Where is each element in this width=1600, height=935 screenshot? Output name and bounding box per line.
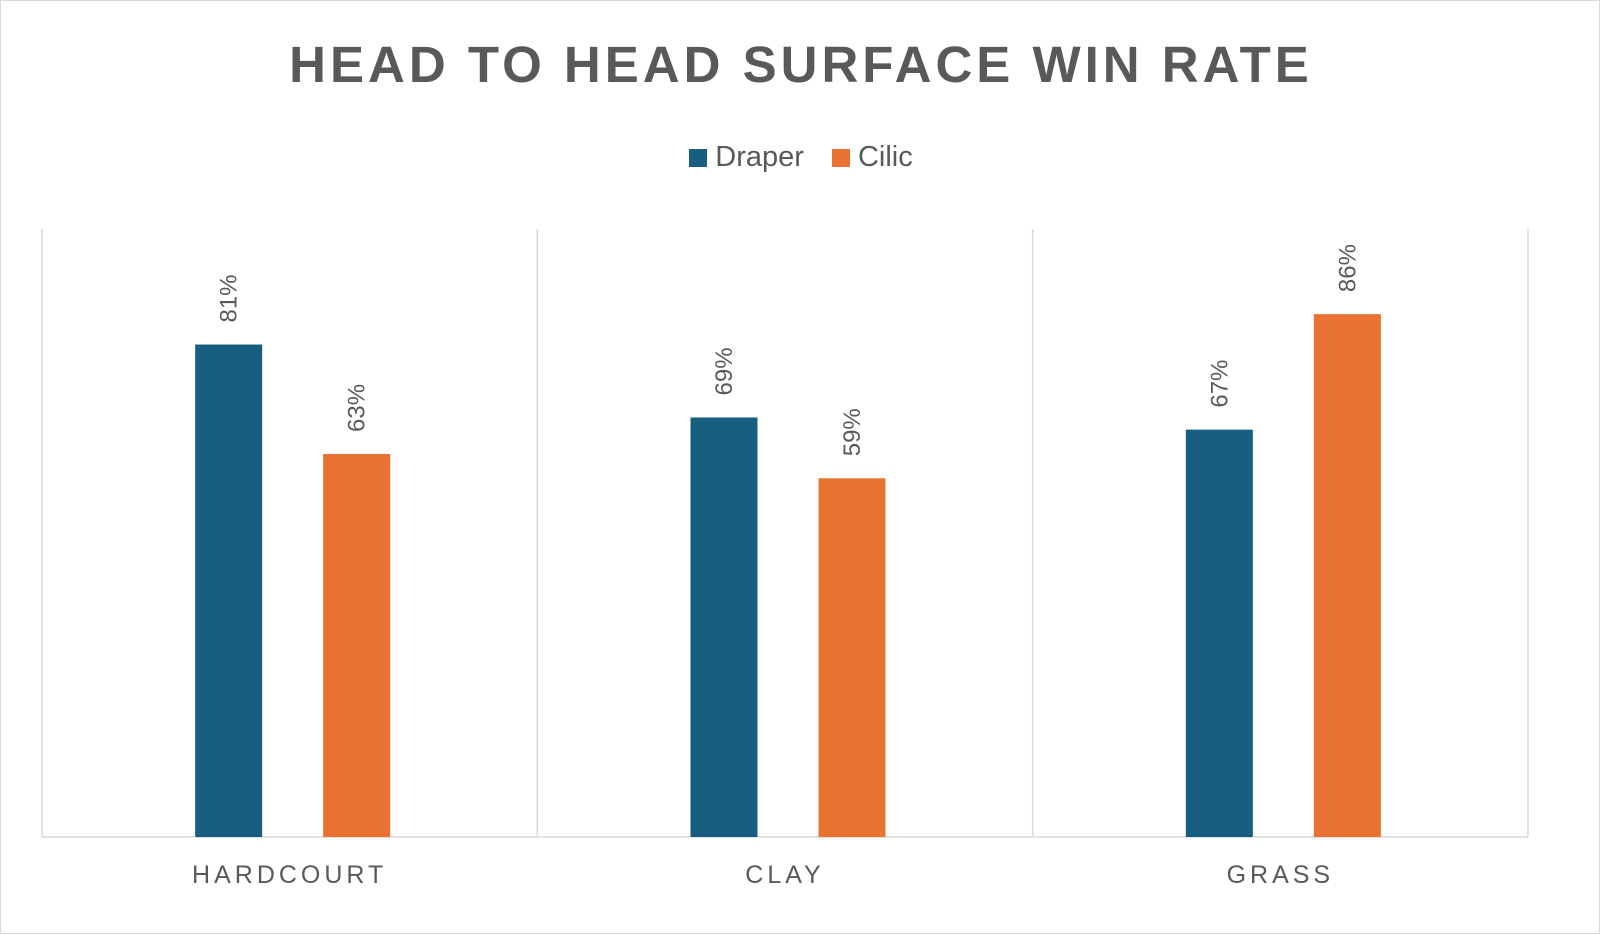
bar-draper-hardcourt [195, 344, 263, 837]
x-tick-label: CLAY [745, 861, 824, 889]
legend-swatch-draper [689, 148, 708, 167]
legend-swatch-cilic [831, 148, 850, 167]
data-label-draper-hardcourt: 81% [216, 274, 243, 322]
bar-cilic-hardcourt [323, 453, 391, 837]
legend-item-draper: Draper [689, 141, 804, 174]
legend-item-cilic: Cilic [831, 141, 913, 174]
data-label-cilic-clay: 59% [839, 408, 866, 456]
x-tick-label: GRASS [1227, 861, 1335, 889]
bar-draper-grass [1185, 429, 1253, 837]
bar-cilic-clay [818, 478, 886, 837]
bar-draper-clay [690, 417, 758, 837]
legend-label-draper: Draper [715, 141, 804, 173]
data-label-cilic-grass: 86% [1334, 244, 1361, 292]
x-tick-label: HARDCOURT [192, 861, 387, 889]
data-label-cilic-hardcourt: 63% [344, 384, 371, 432]
bar-cilic-grass [1313, 314, 1381, 837]
legend-label-cilic: Cilic [857, 141, 913, 173]
chart-title: HEAD TO HEAD SURFACE WIN RATE [289, 36, 1313, 93]
data-label-draper-grass: 67% [1206, 360, 1233, 408]
legend: Draper Cilic [1, 141, 1600, 174]
data-label-draper-clay: 69% [711, 347, 738, 395]
